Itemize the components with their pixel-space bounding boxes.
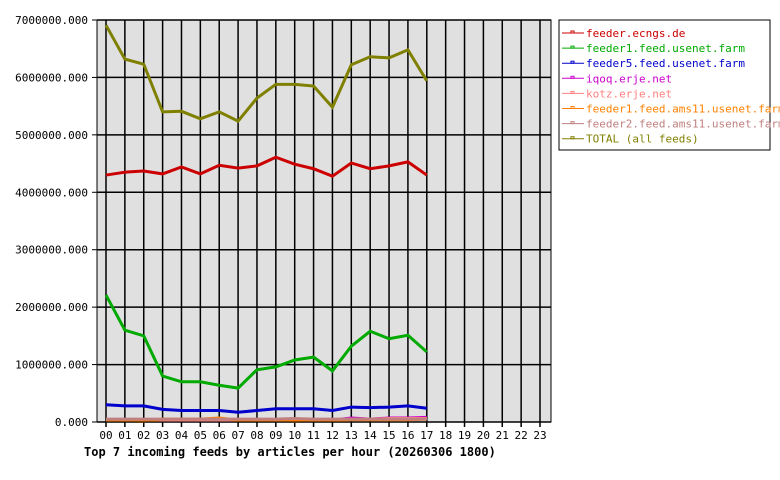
y-tick-label: 3000000.000 bbox=[15, 244, 88, 257]
x-tick-label: 02 bbox=[137, 429, 150, 442]
series-line-7 bbox=[104, 24, 429, 123]
legend-marker-dot bbox=[570, 121, 575, 125]
series-line-2 bbox=[105, 403, 427, 414]
x-tick-label: 12 bbox=[326, 429, 339, 442]
x-tick-label: 17 bbox=[420, 429, 433, 442]
plot-border bbox=[96, 19, 552, 423]
y-tick-label: 6000000.000 bbox=[15, 71, 88, 84]
x-tick-label: 07 bbox=[231, 429, 244, 442]
legend-marker-dot bbox=[570, 60, 575, 64]
y-tick-label: 4000000.000 bbox=[15, 186, 88, 199]
legend-marker-dot bbox=[570, 45, 575, 49]
x-tick-label: 00 bbox=[99, 429, 112, 442]
chart-title: Top 7 incoming feeds by articles per hou… bbox=[84, 445, 496, 459]
x-tick-label: 03 bbox=[156, 429, 169, 442]
legend-marker-dot bbox=[570, 106, 575, 109]
plot-area bbox=[97, 20, 551, 422]
legend-entry: feeder1.feed.ams11.usenet.farm bbox=[586, 103, 780, 116]
legend-entry: feeder5.feed.usenet.farm bbox=[586, 57, 745, 70]
x-tick-label: 04 bbox=[175, 429, 189, 442]
legend-entry: feeder.ecngs.de bbox=[586, 27, 685, 40]
x-tick-label: 11 bbox=[307, 429, 320, 442]
y-tick-label: 2000000.000 bbox=[15, 301, 88, 314]
x-tick-label: 15 bbox=[382, 429, 395, 442]
y-tick-label: 7000000.000 bbox=[15, 14, 88, 27]
x-tick-label: 13 bbox=[345, 429, 358, 442]
x-axis: 00 01 02 03 04 05 06 07 08 09 10 11 12 13 14 15 16 17 18 19… bbox=[99, 429, 546, 442]
y-tick-label: 0.000 bbox=[55, 416, 88, 429]
legend: feeder.ecngs.de feeder1.feed.usenet.farm f… bbox=[558, 19, 780, 151]
x-tick-label: 19 bbox=[458, 429, 471, 442]
y-axis: 0.000 1000000.000 2000000.000 3000000.000 40… bbox=[15, 14, 97, 429]
x-tick-label: 23 bbox=[533, 429, 546, 442]
legend-marker-dot bbox=[570, 136, 575, 140]
legend-marker-dot bbox=[570, 90, 575, 94]
series-line-6 bbox=[106, 417, 427, 421]
legend-marker-dot bbox=[570, 30, 575, 34]
legend-entry: feeder1.feed.usenet.farm bbox=[586, 42, 745, 55]
series-line-1 bbox=[104, 294, 428, 390]
x-tick-label: 20 bbox=[477, 429, 490, 442]
legend-box bbox=[558, 19, 771, 151]
series-line-0 bbox=[105, 155, 428, 178]
x-tick-label: 21 bbox=[496, 429, 509, 442]
x-tick-label: 09 bbox=[269, 429, 282, 442]
grid bbox=[97, 19, 551, 427]
y-tick-label: 5000000.000 bbox=[15, 129, 88, 142]
series-lines bbox=[104, 24, 429, 423]
x-tick-label: 16 bbox=[401, 429, 414, 442]
legend-entry: TOTAL (all feeds) bbox=[586, 133, 699, 146]
legend-entry: kotz.erje.net bbox=[586, 87, 672, 100]
x-tick-label: 18 bbox=[439, 429, 452, 442]
y-tick-label: 1000000.000 bbox=[15, 359, 88, 372]
legend-marker-dot bbox=[570, 75, 575, 79]
legend-entry: iqoq.erje.net bbox=[586, 72, 672, 85]
x-tick-label: 06 bbox=[213, 429, 226, 442]
x-tick-label: 10 bbox=[288, 429, 301, 442]
x-tick-label: 22 bbox=[515, 429, 528, 442]
x-tick-label: 05 bbox=[194, 429, 207, 442]
x-tick-label: 01 bbox=[118, 429, 131, 442]
x-tick-label: 14 bbox=[364, 429, 378, 442]
legend-entry: feeder2.feed.ams11.usenet.farm bbox=[586, 118, 780, 131]
x-tick-label: 08 bbox=[250, 429, 263, 442]
